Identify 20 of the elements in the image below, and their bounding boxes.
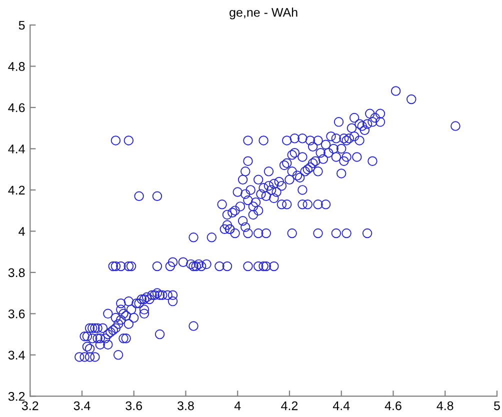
x-tick-label: 5 [494, 401, 500, 410]
y-tick-label: 3.4 [8, 350, 25, 360]
x-tick-label: 4.2 [281, 401, 298, 410]
x-tick-label: 4.6 [384, 401, 402, 410]
y-tick-label: 3.6 [8, 309, 25, 318]
x-tick-label: 4.4 [332, 401, 350, 410]
y-tick-label: 3.2 [8, 392, 25, 401]
y-tick-label: 3.8 [8, 268, 25, 278]
x-tick-label: 3.8 [178, 401, 194, 410]
y-tick-label: 5 [18, 20, 25, 30]
y-tick-label: 4.2 [8, 186, 25, 194]
x-tick-label: 3.6 [126, 401, 142, 410]
x-tick-label: 3.4 [74, 401, 90, 410]
y-tick-label: 4 [18, 227, 25, 236]
y-tick-label: 4.8 [8, 62, 25, 71]
chart-title: ge,ne - WAh [230, 8, 298, 20]
y-tick-label: 4.6 [8, 103, 25, 112]
y-tick-label: 4.4 [8, 144, 25, 154]
x-tick-label: 4.8 [436, 401, 454, 410]
x-tick-label: 4 [234, 401, 241, 410]
